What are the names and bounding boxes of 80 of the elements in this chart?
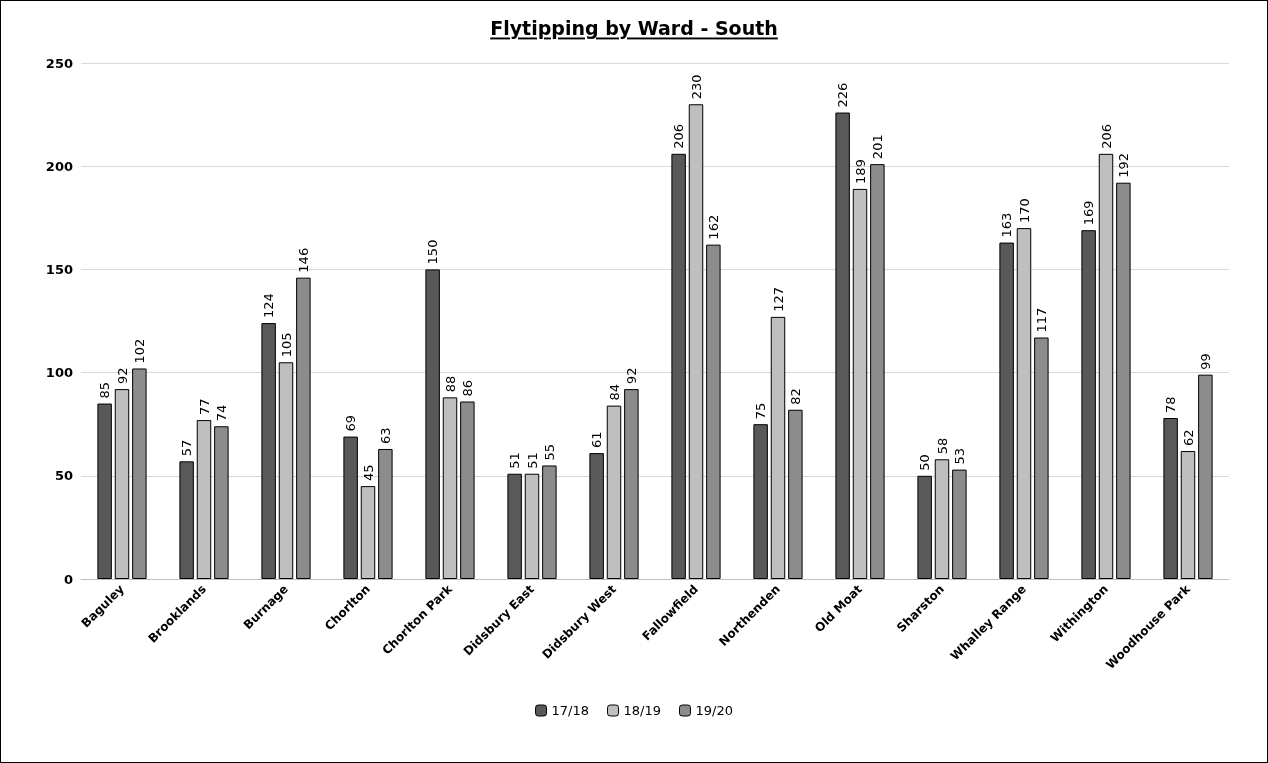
data-label: 84 (606, 384, 622, 401)
y-tick-label: 250 (45, 55, 73, 71)
data-label: 69 (343, 415, 359, 432)
bar (706, 244, 721, 579)
data-label: 45 (360, 464, 376, 482)
data-label: 105 (278, 332, 294, 358)
data-label: 86 (459, 379, 475, 397)
bar (378, 448, 393, 579)
bar (507, 473, 522, 579)
bar (1034, 337, 1049, 579)
bar (624, 389, 639, 579)
bar (1116, 182, 1131, 579)
y-tick-label: 0 (63, 571, 73, 587)
bar (870, 164, 885, 579)
data-label: 146 (295, 247, 311, 273)
data-label: 124 (261, 293, 277, 319)
legend-label: 17/18 (551, 703, 590, 718)
legend-label: 18/19 (623, 703, 661, 718)
bar (753, 424, 768, 579)
legend-label: 19/20 (695, 703, 733, 718)
bar (1198, 374, 1213, 579)
data-label: 82 (787, 388, 803, 405)
data-label: 230 (688, 74, 704, 100)
data-label: 192 (1115, 152, 1131, 178)
data-label: 53 (951, 448, 967, 465)
data-label: 55 (541, 443, 557, 461)
data-label: 150 (425, 239, 441, 265)
data-label: 92 (114, 367, 130, 385)
bar (343, 436, 358, 579)
data-label: 226 (835, 82, 851, 108)
data-label: 92 (623, 367, 639, 385)
data-label: 99 (1197, 353, 1213, 370)
bar (425, 269, 440, 579)
data-label: 63 (377, 427, 393, 444)
data-label: 206 (671, 123, 687, 149)
data-label: 61 (589, 431, 605, 449)
bar (999, 242, 1014, 579)
chart-title: Flytipping by Ward - South (490, 16, 778, 39)
bar (917, 475, 932, 579)
bar (97, 403, 112, 579)
data-label: 163 (999, 212, 1015, 238)
bar (460, 401, 475, 579)
data-label: 127 (770, 287, 786, 312)
bar (952, 469, 967, 579)
data-label: 189 (852, 159, 868, 184)
bar (1081, 230, 1096, 579)
data-label: 58 (934, 437, 950, 455)
bar (296, 277, 311, 579)
data-label: 85 (97, 382, 113, 399)
bar (671, 153, 686, 579)
y-tick-label: 100 (45, 365, 73, 381)
data-label: 88 (442, 375, 458, 393)
bar (589, 453, 604, 579)
data-label: 74 (213, 404, 229, 422)
data-label: 102 (131, 338, 147, 364)
bar (261, 323, 276, 579)
y-tick-label: 50 (54, 468, 73, 484)
bar (542, 465, 557, 579)
data-label: 57 (179, 439, 195, 457)
y-tick-label: 150 (45, 261, 73, 277)
data-label: 170 (1016, 198, 1032, 224)
data-label: 51 (507, 452, 523, 469)
bar (132, 368, 147, 579)
bar (214, 426, 229, 579)
y-tick-label: 200 (45, 158, 73, 174)
data-label: 169 (1081, 200, 1097, 226)
bar (179, 461, 194, 579)
data-label: 75 (753, 402, 769, 420)
data-label: 50 (917, 454, 933, 471)
bar (788, 409, 803, 579)
data-label: 77 (196, 398, 212, 416)
data-label: 62 (1180, 429, 1196, 447)
data-label: 162 (705, 214, 721, 240)
data-label: 206 (1098, 123, 1114, 149)
bar (1163, 418, 1178, 579)
data-label: 78 (1163, 396, 1179, 414)
data-label: 201 (869, 134, 885, 160)
data-label: 51 (524, 452, 540, 469)
data-label: 117 (1033, 307, 1049, 333)
bar (835, 112, 850, 579)
